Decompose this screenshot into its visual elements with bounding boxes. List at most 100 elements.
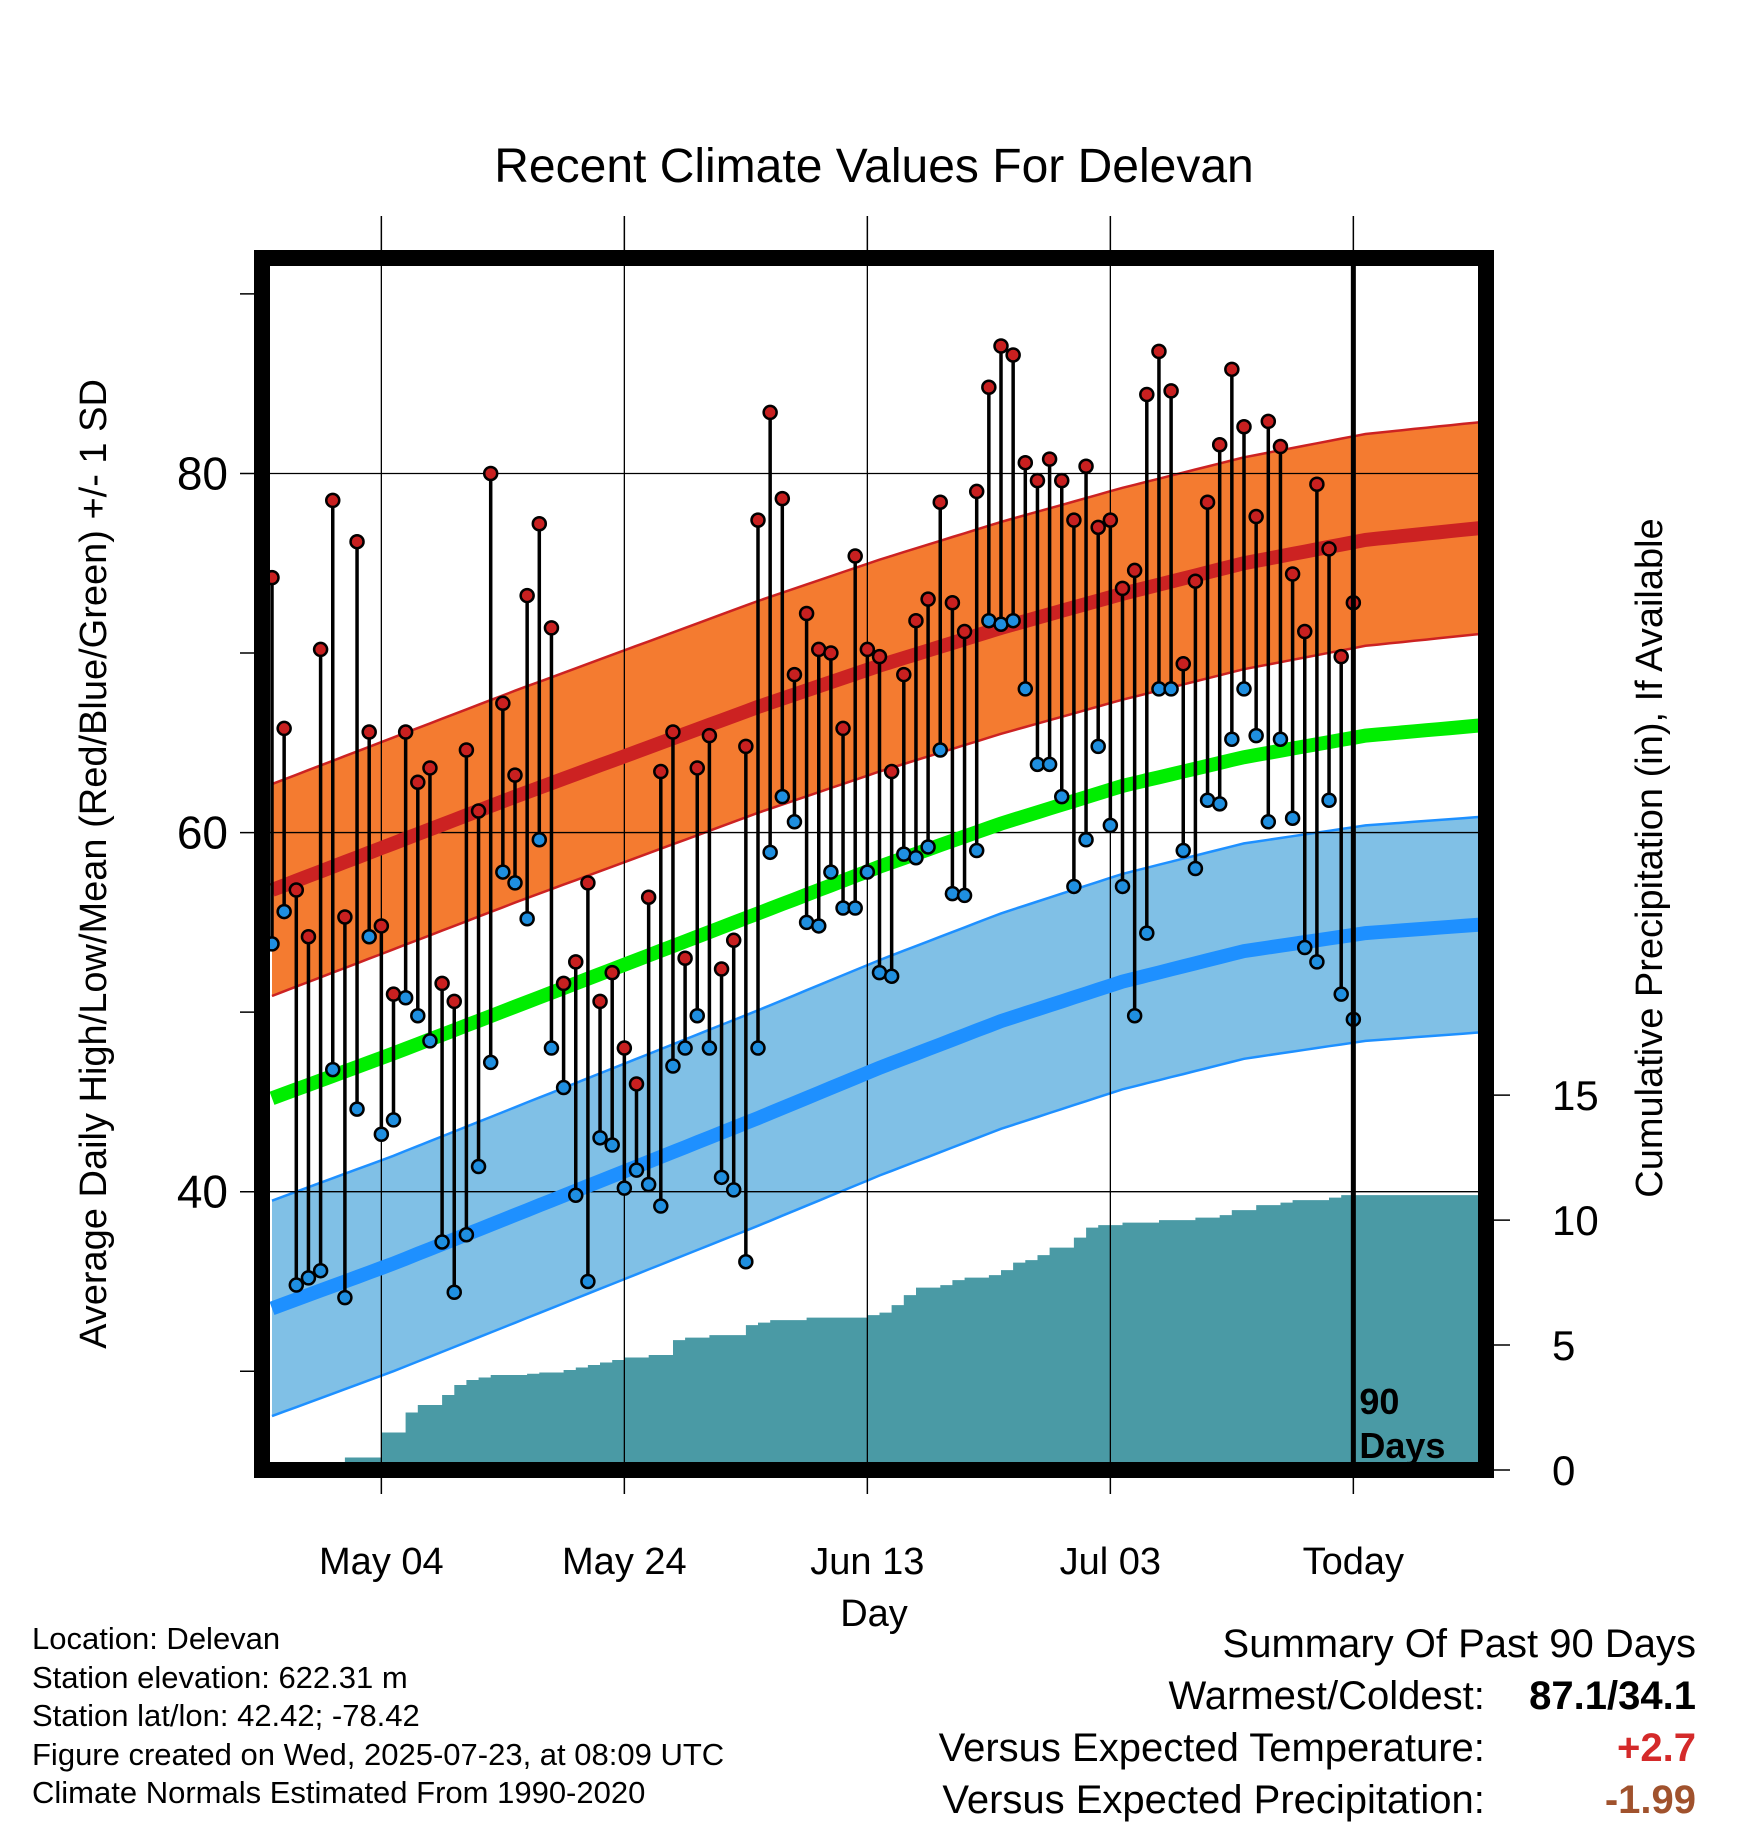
daily-high-point [1187, 573, 1204, 589]
daily-low-point [568, 1187, 584, 1204]
elevation-text: Station elevation: 622.31 m [32, 1659, 408, 1695]
daily-low-point [920, 839, 936, 855]
daily-high-point [495, 695, 511, 712]
y2-tick-label: 5 [1552, 1322, 1575, 1369]
daily-high-point [470, 803, 487, 819]
daily-high-point [798, 605, 815, 622]
daily-high-point [1175, 656, 1191, 672]
daily-high-point [555, 975, 572, 992]
daily-low-point [883, 968, 900, 984]
daily-low-point [1260, 814, 1277, 830]
precip-label: Versus Expected Precipitation: [942, 1778, 1485, 1822]
daily-low-point [300, 1270, 317, 1286]
daily-low-point [1163, 681, 1179, 697]
today-days-label-number: 90 [1359, 1381, 1399, 1422]
daily-high-point [349, 533, 365, 550]
daily-high-point [871, 648, 888, 665]
daily-high-point [1126, 562, 1143, 579]
daily-low-point [361, 928, 377, 945]
daily-high-point [300, 928, 317, 945]
warmest-label: Warmest/Coldest: [1168, 1674, 1485, 1718]
daily-low-point [944, 885, 961, 902]
daily-high-point [373, 918, 390, 934]
daily-high-point [1078, 458, 1094, 475]
x-tick-label: Today [1303, 1541, 1404, 1583]
low-band-lower-edge [271, 1030, 1486, 1418]
station-info: Location: Delevan Station elevation: 622… [32, 1620, 724, 1813]
summary-warmest-row: Warmest/Coldest: 87.1/34.1 [939, 1670, 1697, 1722]
daily-low-point [640, 1176, 657, 1193]
daily-high-point [592, 993, 608, 1010]
daily-low-point [908, 849, 924, 866]
x-axis-tick-labels: May 04 May 24 Jun 13 Jul 03 Today [319, 1541, 1404, 1583]
daily-low-point [774, 788, 791, 805]
daily-high-point [1321, 541, 1337, 557]
x-tick-label: Jun 13 [810, 1541, 924, 1583]
daily-low-point [653, 1198, 669, 1214]
daily-high-point [944, 594, 961, 611]
daily-low-point [531, 832, 548, 848]
daily-low-point [470, 1158, 487, 1175]
daily-high-point [847, 548, 863, 564]
normal-bands [271, 420, 1486, 1418]
daily-low-point [555, 1079, 572, 1096]
daily-high-point [859, 641, 876, 658]
y2-tick-label: 15 [1552, 1072, 1599, 1119]
daily-low-point [1005, 612, 1021, 629]
daily-high-point [507, 767, 523, 783]
daily-low-point [1078, 832, 1094, 848]
daily-high-point [774, 490, 791, 507]
daily-high-point [1199, 494, 1216, 510]
daily-low-point [325, 1061, 341, 1078]
daily-high-point [713, 961, 730, 977]
daily-low-point [628, 1162, 645, 1178]
daily-low-point [1297, 939, 1313, 956]
summary-temp-row: Versus Expected Temperature: +2.7 [939, 1722, 1696, 1774]
temp-value: +2.7 [1617, 1726, 1696, 1770]
daily-low-point [592, 1130, 608, 1146]
daily-low-point [1175, 842, 1191, 859]
x-tick-label: Jul 03 [1060, 1541, 1161, 1583]
daily-high-point [325, 492, 341, 509]
daily-low-point [665, 1058, 681, 1074]
daily-high-point [1309, 476, 1325, 492]
latlon-text: Station lat/lon: 42.42; -78.42 [32, 1698, 420, 1733]
warmest-value: 87.1/34.1 [1529, 1674, 1696, 1718]
daily-high-point [531, 515, 548, 532]
daily-high-point [640, 889, 657, 905]
daily-low-point [1211, 796, 1228, 812]
high-normal-band [272, 421, 1486, 996]
daily-observations [264, 338, 1362, 1306]
daily-high-point [628, 1076, 645, 1092]
daily-low-point [738, 1253, 754, 1270]
daily-high-point [968, 483, 985, 500]
daily-low-point [725, 1182, 742, 1198]
daily-high-point [1066, 512, 1082, 528]
daily-low-point [1284, 810, 1301, 826]
daily-low-point [1224, 731, 1240, 747]
daily-low-point [786, 814, 803, 830]
plot-frame [254, 250, 1494, 1478]
daily-high-point [786, 666, 803, 683]
y-tick-label: 40 [177, 1166, 228, 1218]
daily-high-point [993, 338, 1009, 354]
daily-high-point [956, 623, 973, 640]
daily-high-point [1272, 438, 1289, 455]
daily-high-point [1224, 361, 1240, 378]
daily-low-point [677, 1040, 693, 1056]
daily-high-point [1297, 623, 1313, 640]
daily-low-point [507, 875, 523, 891]
daily-low-point [1248, 727, 1264, 744]
daily-high-point [410, 774, 426, 791]
y-axis-label: Average Daily High/Low/Mean (Red/Blue/Gr… [73, 379, 115, 1349]
precip-value: -1.99 [1604, 1778, 1696, 1822]
daily-low-point [1041, 756, 1058, 773]
daily-high-point [920, 591, 936, 607]
daily-high-point [1102, 512, 1119, 528]
daily-low-point [446, 1284, 462, 1300]
daily-high-point [1163, 383, 1179, 399]
mean-normal-line [269, 717, 1486, 1105]
daily-high-point [361, 724, 377, 740]
daily-high-point [1139, 386, 1155, 403]
daily-high-point [1211, 436, 1228, 453]
